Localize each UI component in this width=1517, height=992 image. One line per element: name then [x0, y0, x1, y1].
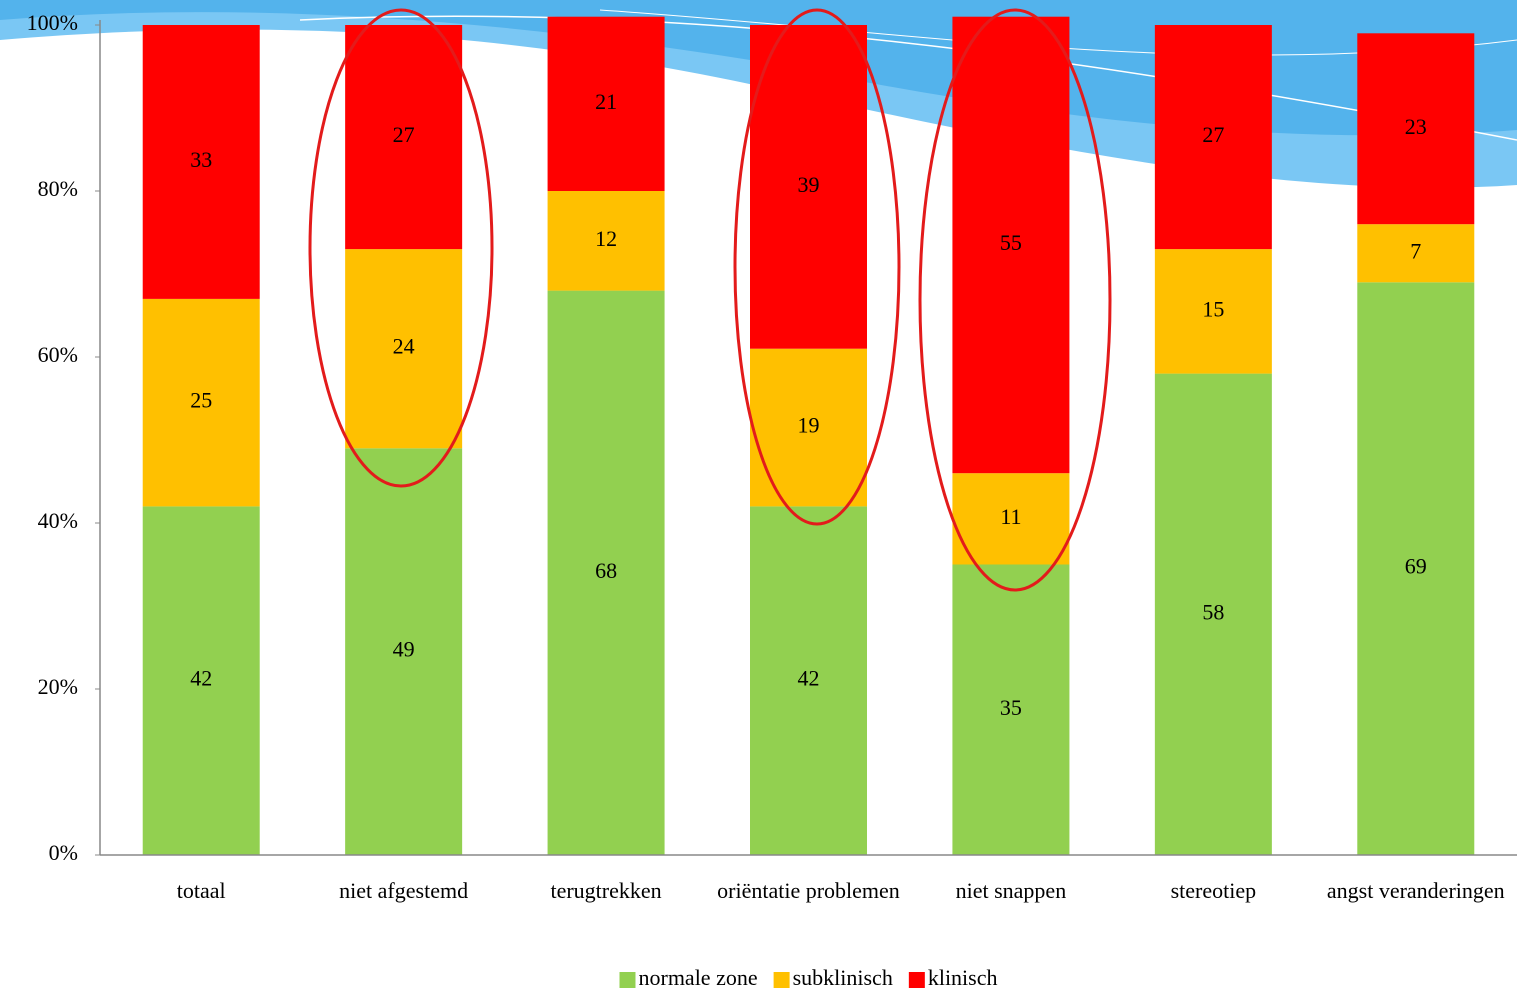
wave-line — [299, 15, 1517, 141]
data-label: 25 — [190, 388, 212, 413]
data-label: 7 — [1410, 238, 1421, 263]
data-label: 68 — [595, 558, 617, 583]
data-label: 35 — [1000, 695, 1022, 720]
bar-segment — [952, 16, 1070, 474]
x-tick-label: totaal — [176, 878, 226, 903]
data-label: 12 — [595, 226, 617, 251]
y-tick-label: 80% — [38, 176, 78, 201]
legend-label: subklinisch — [793, 965, 893, 990]
bar-segment — [142, 25, 260, 299]
y-tick-label: 60% — [38, 342, 78, 367]
data-label: 33 — [190, 147, 212, 172]
data-label: 55 — [1000, 230, 1022, 255]
data-label: 15 — [1202, 296, 1224, 321]
highlight-ellipse — [733, 8, 901, 526]
bar-segment — [547, 191, 665, 291]
bar-segment — [345, 249, 463, 449]
bar-segment — [750, 25, 867, 349]
data-label: 19 — [798, 413, 820, 438]
legend-label: normale zone — [638, 965, 757, 990]
data-label: 24 — [393, 334, 415, 359]
bar-segment — [1154, 373, 1272, 855]
x-tick-label: stereotiep — [1170, 878, 1257, 903]
highlight-ellipse — [308, 8, 494, 488]
highlight-ellipse — [918, 8, 1112, 592]
bar-segment — [952, 473, 1070, 565]
x-tick-label: oriëntatie problemen — [717, 878, 900, 903]
data-label: 49 — [393, 637, 415, 662]
data-label: 11 — [1000, 504, 1021, 529]
data-label: 23 — [1405, 114, 1427, 139]
data-label: 39 — [798, 172, 820, 197]
bar-segment — [1154, 25, 1272, 250]
bar-segment — [750, 506, 867, 855]
bar-segment — [1357, 33, 1475, 225]
data-label: 69 — [1405, 554, 1427, 579]
legend-label: klinisch — [928, 965, 998, 990]
bar-segment — [1357, 224, 1475, 283]
legend-swatch — [619, 972, 636, 988]
x-tick-label: niet afgestemd — [339, 878, 469, 903]
y-tick-label: 20% — [38, 674, 78, 699]
bar-segment — [1357, 282, 1475, 855]
bar-segment — [547, 16, 665, 192]
wave — [0, 0, 1517, 136]
data-label: 58 — [1202, 599, 1224, 624]
data-label: 42 — [798, 666, 820, 691]
data-label: 42 — [190, 666, 212, 691]
bar-segment — [142, 506, 260, 855]
bar-segment — [952, 564, 1070, 855]
data-label: 27 — [393, 122, 415, 147]
data-label: 21 — [595, 89, 617, 114]
legend-swatch — [908, 972, 925, 988]
legend: normale zone subklinisch klinisch — [619, 965, 998, 990]
bar-segment — [547, 290, 665, 856]
y-tick-label: 100% — [27, 10, 78, 35]
data-label: 27 — [1202, 122, 1224, 147]
x-tick-label: angst veranderingen — [1326, 878, 1505, 903]
x-tick-label: terugtrekken — [550, 878, 662, 903]
y-tick-label: 40% — [38, 508, 78, 533]
x-tick-label: niet snappen — [955, 878, 1067, 903]
bar-segment — [142, 298, 260, 507]
y-tick-label: 0% — [49, 840, 78, 865]
bar-segment — [1154, 249, 1272, 374]
bar-segment — [345, 448, 463, 855]
legend-swatch — [773, 972, 790, 988]
bar-segment — [345, 25, 463, 250]
